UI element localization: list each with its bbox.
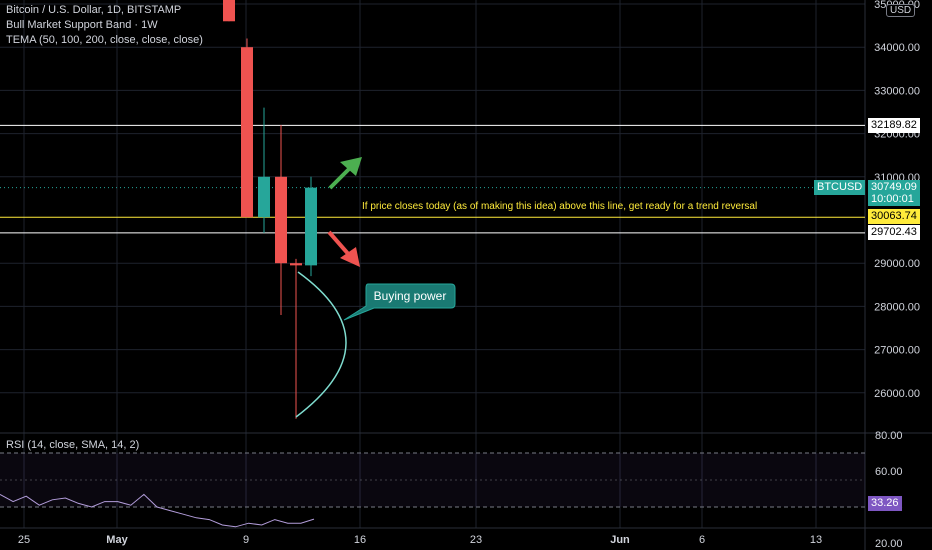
time-label: 9 [243,534,249,546]
candle-body [305,187,317,266]
candle-body [275,176,287,264]
time-label: 16 [354,534,366,546]
indicator-bull-band[interactable]: Bull Market Support Band · 1W [6,19,158,31]
time-label: 13 [810,534,822,546]
time-label: 25 [18,534,30,546]
candle-body [258,176,270,218]
candle-body [290,263,302,266]
arrow-up[interactable] [328,157,362,190]
chart-title: Bitcoin / U.S. Dollar, 1D, BITSTAMP [6,4,182,16]
symbol-tag[interactable]: BTCUSD [814,180,866,195]
candle-body [223,0,235,22]
buying-power-curve[interactable] [295,271,347,418]
arrow-up-head [340,157,362,176]
arrow-down[interactable] [327,230,360,267]
price-tick-label: 26000.00 [874,388,920,400]
price-tick-label: 29000.00 [874,258,920,270]
price-tick-label: 33000.00 [874,85,920,97]
rsi-legend[interactable]: RSI (14, close, SMA, 14, 2) [6,439,140,451]
candle [241,38,253,218]
rsi-value-badge[interactable]: 33.26 [868,496,902,511]
indicator-tema[interactable]: TEMA (50, 100, 200, close, close, close) [6,34,203,46]
level-tag-32189[interactable]: 32189.82 [868,118,920,133]
currency-badge[interactable]: USD [886,4,916,17]
annotation-note[interactable]: If price closes today (as of making this… [362,201,757,212]
candle [290,258,302,419]
time-axis[interactable]: 25 May 9 16 23 Jun 6 13 [18,534,822,546]
candle [223,0,235,22]
bar-countdown: 10:00:01 [871,193,914,205]
candle [258,107,270,233]
callout-text: Buying power [374,289,447,303]
current-price-tag[interactable]: 30749.09 10:00:01 [868,180,920,206]
price-tick-label: 28000.00 [874,301,920,313]
price-tick-label: 27000.00 [874,345,920,357]
rsi-tick-label: 20.00 [875,538,903,550]
candle-body [241,47,253,218]
rsi-line [0,493,315,528]
arrow-down-head [340,247,360,267]
horizontal-levels[interactable] [0,124,865,234]
time-label: 6 [699,534,705,546]
buying-power-callout[interactable]: Buying power [343,283,456,321]
candles [223,0,317,419]
price-tick-label: 34000.00 [874,42,920,54]
time-label: Jun [610,534,630,546]
rsi-tick-label: 60.00 [875,466,903,478]
rsi-tick-label: 80.00 [875,430,903,442]
candle [275,124,287,316]
current-price: 30749.09 [871,181,917,193]
time-label: 23 [470,534,482,546]
candle [305,176,317,277]
time-label: May [106,534,128,546]
level-tag-29702[interactable]: 29702.43 [868,225,920,240]
level-tag-30063[interactable]: 30063.74 [868,209,920,224]
